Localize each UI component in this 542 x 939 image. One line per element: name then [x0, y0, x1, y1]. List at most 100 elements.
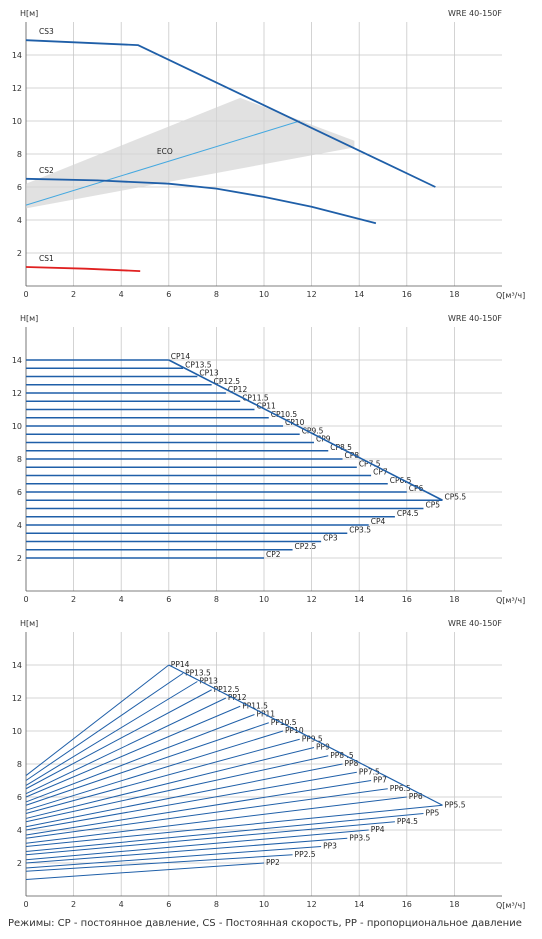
chart-constant-pressure: 0 2 4 6 8 10 12 14 16 18 2 4 6 8 10 12 14 H[м] Q[м³/ч] WRE … [12, 314, 525, 605]
curve-pp4.5 [25, 821, 395, 856]
x-tick-label: 4 [119, 595, 124, 604]
curve-label-cp12: CP12 [228, 385, 248, 394]
y-tick-label: 10 [12, 727, 22, 736]
x-tick-label: 6 [166, 290, 171, 299]
x-tick-label: 4 [119, 900, 124, 909]
x-tick-label: 14 [354, 900, 364, 909]
curve-cs2 [25, 177, 377, 225]
curve-label-cp3.5: CP3.5 [349, 525, 371, 534]
chart-title: WRE 40-150F [448, 619, 502, 628]
x-axis-label: Q[м³/ч] [496, 596, 525, 605]
eco-band [26, 97, 355, 209]
curve-label-pp3: PP3 [323, 842, 337, 851]
curve-pp9 [25, 747, 315, 819]
x-tick-label: 16 [402, 290, 412, 299]
x-tick-label: 2 [71, 290, 76, 299]
curve-pp5.5 [25, 804, 443, 847]
max-curve-boundary [168, 359, 443, 501]
x-tick-label: 18 [449, 595, 459, 604]
curve-label-cp14: CP14 [171, 352, 191, 361]
curve-label-cp11: CP11 [256, 402, 276, 411]
curve-label-pp9: PP9 [316, 743, 330, 752]
curve-label-cp6: CP6 [409, 484, 424, 493]
tick-labels: 0 2 4 6 8 10 12 14 16 18 2 4 6 8 10 12 14 [12, 661, 460, 909]
curve-label-cp13.5: CP13.5 [185, 360, 212, 369]
curve-label-pp14: PP14 [171, 660, 190, 669]
curve-label-pp11: PP11 [256, 710, 275, 719]
y-tick-label: 4 [17, 216, 22, 225]
curve-label-cp3: CP3 [323, 534, 338, 543]
curve-label-pp6.5: PP6.5 [390, 784, 411, 793]
x-tick-label: 18 [449, 900, 459, 909]
curve-pp8 [25, 763, 343, 828]
curve-pp14 [25, 664, 170, 776]
x-tick-label: 0 [23, 595, 28, 604]
curve-label-cp7: CP7 [373, 468, 388, 477]
curve-label-pp13.5: PP13.5 [185, 668, 211, 677]
curve-label-cp13: CP13 [199, 369, 219, 378]
x-tick-label: 8 [214, 900, 219, 909]
y-tick-label: 6 [17, 488, 22, 497]
y-tick-label: 6 [17, 183, 22, 192]
curve-label-cp2.5: CP2.5 [295, 542, 317, 551]
curve-pp8.5 [25, 755, 329, 823]
x-tick-label: 2 [71, 595, 76, 604]
y-tick-label: 14 [12, 356, 22, 365]
curve-label-cp12.5: CP12.5 [214, 377, 241, 386]
y-tick-label: 4 [17, 521, 22, 530]
y-tick-label: 12 [12, 84, 22, 93]
curve-label-pp8: PP8 [345, 759, 359, 768]
y-tick-label: 14 [12, 51, 22, 60]
curve-pp13 [25, 681, 198, 786]
curve-label-pp12.5: PP12.5 [214, 685, 240, 694]
curve-label-cp6.5: CP6.5 [390, 476, 412, 485]
curve-label-pp13: PP13 [199, 677, 218, 686]
curve-label-cp4: CP4 [371, 517, 386, 526]
y-tick-label: 4 [17, 826, 22, 835]
y-tick-label: 8 [17, 150, 22, 159]
tick-labels: 0 2 4 6 8 10 12 14 16 18 2 4 6 8 10 12 14 [12, 356, 460, 604]
curve-label-cp10.5: CP10.5 [271, 410, 298, 419]
curve-pp3 [25, 846, 322, 869]
curve-label-cp5: CP5 [425, 501, 440, 510]
x-tick-label: 6 [166, 900, 171, 909]
chart-proportional-pressure: 0 2 4 6 8 10 12 14 16 18 2 4 6 8 10 12 14 H[м] Q[м³/ч] WRE … [12, 619, 525, 910]
curve-pp10.5 [25, 722, 269, 806]
curve-label-pp2.5: PP2.5 [295, 850, 316, 859]
curve-label-pp4.5: PP4.5 [397, 817, 418, 826]
eco-label: ECO [157, 147, 173, 156]
x-tick-label: 4 [119, 290, 124, 299]
curve-label-cp8.5: CP8.5 [330, 443, 352, 452]
curve-label-cp10: CP10 [285, 418, 305, 427]
chart-title: WRE 40-150F [448, 314, 502, 323]
x-tick-label: 12 [307, 290, 317, 299]
curve-pp13.5 [25, 672, 184, 781]
y-tick-label: 10 [12, 422, 22, 431]
curve-label-pp4: PP4 [371, 825, 385, 834]
y-tick-label: 6 [17, 793, 22, 802]
y-axis-label: H[м] [20, 314, 38, 323]
curve-cs1 [25, 266, 141, 272]
curve-pp2 [25, 862, 265, 880]
modes-legend-footer: Режимы: CP - постоянное давление, CS - П… [8, 918, 522, 929]
curve-pp11.5 [25, 705, 241, 798]
x-tick-label: 10 [259, 595, 269, 604]
curve-pp9.5 [25, 738, 300, 814]
curve-pp11 [25, 714, 255, 803]
x-tick-label: 12 [307, 900, 317, 909]
y-tick-label: 2 [17, 859, 22, 868]
x-axis-label: Q[м³/ч] [496, 291, 525, 300]
curve-pp7 [25, 780, 372, 836]
curve-label-pp12: PP12 [228, 693, 247, 702]
y-tick-label: 8 [17, 760, 22, 769]
curve-label-pp2: PP2 [266, 858, 280, 867]
curve-label-pp10: PP10 [285, 726, 304, 735]
x-tick-label: 16 [402, 900, 412, 909]
y-tick-label: 8 [17, 455, 22, 464]
curve-label-pp10.5: PP10.5 [271, 718, 297, 727]
curve-label-pp5.5: PP5.5 [445, 800, 466, 809]
x-tick-label: 10 [259, 900, 269, 909]
curve-pp12.5 [25, 689, 212, 790]
curve-pp5 [25, 813, 424, 852]
